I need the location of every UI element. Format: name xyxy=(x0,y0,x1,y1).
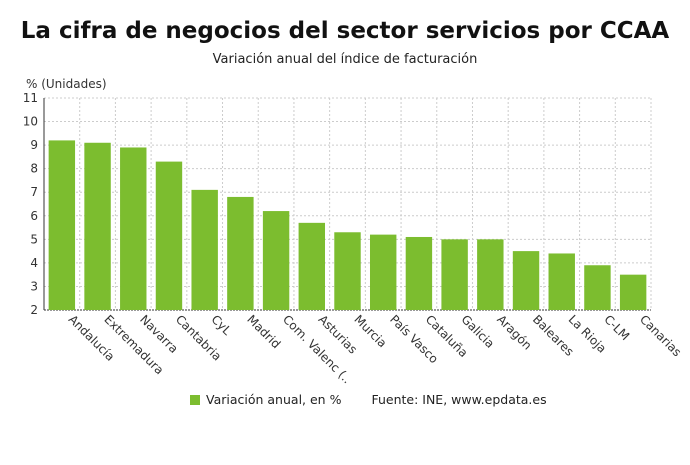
bar xyxy=(405,236,433,310)
bar xyxy=(227,196,254,310)
bar xyxy=(369,234,397,310)
bar xyxy=(191,189,218,310)
bar xyxy=(619,274,647,310)
y-axis-label: % (Unidades) xyxy=(26,77,107,91)
y-tick-label: 8 xyxy=(30,162,38,176)
bar xyxy=(155,161,183,310)
y-tick-label: 4 xyxy=(30,256,38,270)
y-tick-label: 7 xyxy=(30,185,38,199)
bar xyxy=(120,147,147,310)
legend: Variación anual, en % Fuente: INE, www.e… xyxy=(190,392,547,407)
y-tick-label: 9 xyxy=(30,138,38,152)
y-tick-label: 10 xyxy=(23,115,38,129)
bar xyxy=(48,140,76,310)
x-tick-label: Aragón xyxy=(494,312,534,352)
chart-title: La cifra de negocios del sector servicio… xyxy=(20,18,670,44)
bar xyxy=(441,239,468,310)
legend-label: Variación anual, en % xyxy=(206,392,342,407)
y-tick-label: 5 xyxy=(30,232,38,246)
bar xyxy=(84,142,111,310)
y-tick-label: 2 xyxy=(30,303,38,317)
bar xyxy=(298,222,326,310)
bar xyxy=(512,251,540,310)
x-tick-label: Canarias xyxy=(637,312,684,359)
bar xyxy=(548,253,575,310)
bar xyxy=(262,211,290,310)
source-note: Fuente: INE, www.epdata.es xyxy=(371,392,547,407)
bar xyxy=(477,239,504,310)
x-tick-label: CyL xyxy=(209,312,235,338)
y-tick-label: 3 xyxy=(30,279,38,293)
legend-swatch xyxy=(190,394,200,405)
bar xyxy=(334,232,361,310)
x-tick-label: C-LM xyxy=(601,312,632,343)
y-tick-label: 11 xyxy=(23,91,38,105)
bar xyxy=(584,265,611,310)
y-tick-label: 6 xyxy=(30,209,38,223)
x-tick-label: Madrid xyxy=(244,312,283,351)
chart-subtitle: Variación anual del índice de facturació… xyxy=(212,52,478,67)
